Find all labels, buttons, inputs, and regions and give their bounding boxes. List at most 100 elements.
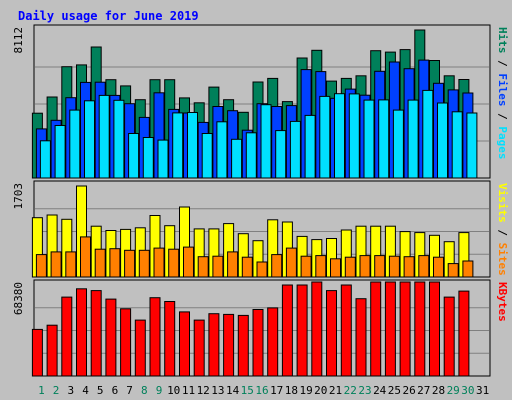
bar-pages [437,102,448,179]
x-tick-label: 18 [285,384,298,397]
bar-sites [300,255,312,278]
bar-kbytes [164,301,176,377]
bar-kbytes [120,308,132,377]
bar-pages [260,104,272,179]
side-legend-sep: / [496,223,509,243]
bar-sites [80,236,91,278]
bar-kbytes [208,313,220,377]
side-legend-kbytes: KBytes [496,282,509,322]
x-tick-label: 14 [226,384,240,397]
bar-kbytes [31,328,43,377]
x-tick-label: 26 [402,384,415,397]
bar-pages [275,130,287,179]
bar-sites [124,249,136,278]
bar-sites [197,256,209,278]
x-tick-label: 30 [461,384,474,397]
bar-sites [285,247,297,278]
bar-kbytes [46,324,58,377]
bar-sites [153,247,165,278]
x-tick-label: 3 [67,384,74,397]
x-tick-label: 13 [211,384,224,397]
bar-pages [466,112,478,179]
x-tick-label: 4 [82,384,89,397]
bar-kbytes [326,290,337,377]
bar-sites [447,263,459,278]
side-legend: KBytes [496,282,509,322]
bar-kbytes [296,284,308,377]
bar-kbytes [223,313,235,377]
bar-pages [304,114,316,179]
x-tick-label: 22 [344,384,357,397]
side-legend-sep: / [496,54,509,74]
bar-sites [344,256,356,278]
series-pages [39,89,478,179]
bar-kbytes [61,296,73,377]
bar-kbytes [311,281,323,377]
bar-pages [172,112,184,179]
bar-pages [231,138,243,179]
bar-pages [54,125,66,179]
x-tick-label: 12 [197,384,210,397]
bar-sites [35,254,47,278]
y-max-label: 68380 [12,282,25,315]
x-tick-label: 10 [167,384,180,397]
x-tick-label: 15 [241,384,254,397]
bar-kbytes [252,309,264,377]
bar-kbytes [370,281,382,377]
bar-sites [256,261,268,278]
bar-pages [142,137,154,179]
bar-kbytes [179,311,190,377]
bar-pages [319,95,331,179]
bar-kbytes [193,319,205,377]
x-tick-label: 27 [417,384,430,397]
x-tick-label: 23 [358,384,371,397]
bar-sites [359,255,371,278]
bar-kbytes [267,307,279,377]
x-tick-label: 11 [182,384,195,397]
bar-sites [212,255,224,278]
bar-kbytes [443,296,455,377]
bar-kbytes [134,319,146,377]
bar-sites [315,255,327,278]
bar-pages [113,99,125,179]
x-tick-label: 6 [112,384,119,397]
bar-sites [330,258,341,278]
x-tick-label: 24 [373,384,387,397]
bar-pages [201,133,213,179]
bar-sites [462,260,474,278]
x-tick-label: 8 [141,384,148,397]
side-legend-pages: Pages [496,126,509,159]
bar-kbytes [76,288,87,377]
bar-sites [65,251,77,278]
bar-kbytes [281,284,293,377]
bar-sites [418,255,430,278]
x-tick-label: 17 [270,384,283,397]
bar-pages [422,89,434,179]
bar-sites [403,256,415,278]
side-legend-files: Files [496,73,509,106]
side-legend-visits: Visits [496,183,509,223]
x-tick-label: 29 [447,384,460,397]
x-tick-label: 19 [299,384,312,397]
bar-sites [271,254,283,278]
bar-sites [109,248,121,278]
x-tick-label: 21 [329,384,342,397]
bar-sites [183,246,194,278]
chart-title: Daily usage for June 2019 [18,9,199,23]
side-legend-sites: Sites [496,243,509,276]
bar-kbytes [458,290,470,377]
series-kbytes [31,281,470,377]
bar-pages [128,133,140,179]
bar-sites [388,255,400,278]
bar-sites [94,248,106,278]
bar-pages [245,132,257,179]
bar-kbytes [414,281,426,377]
bar-pages [187,112,198,179]
y-max-label: 8112 [12,27,25,54]
x-axis-day-labels: 1 2 3 4 5 6 7 8 9 10 11 12 13 14 15 16 17 18 19 20 21 22 23 24 2… [38,384,489,397]
bar-pages [334,93,345,179]
bar-pages [392,109,404,179]
x-tick-label: 20 [314,384,327,397]
x-tick-label: 31 [476,384,489,397]
bar-kbytes [355,298,367,377]
